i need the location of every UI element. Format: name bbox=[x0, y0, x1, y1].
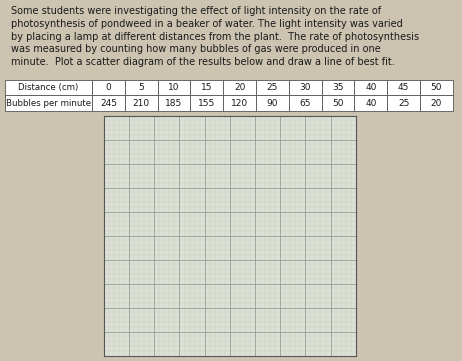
Text: 50: 50 bbox=[431, 83, 442, 92]
Bar bbox=[125, 80, 158, 96]
Bar bbox=[92, 80, 125, 96]
Text: 25: 25 bbox=[398, 99, 409, 108]
Text: 245: 245 bbox=[100, 99, 117, 108]
Text: 10: 10 bbox=[168, 83, 180, 92]
Text: 25: 25 bbox=[267, 83, 278, 92]
Bar bbox=[5, 96, 92, 111]
Text: 15: 15 bbox=[201, 83, 213, 92]
Text: 30: 30 bbox=[299, 83, 311, 92]
Bar bbox=[387, 80, 420, 96]
Text: 45: 45 bbox=[398, 83, 409, 92]
Bar bbox=[289, 80, 322, 96]
Text: 120: 120 bbox=[231, 99, 248, 108]
Bar bbox=[420, 96, 453, 111]
Bar bbox=[354, 80, 387, 96]
Bar bbox=[223, 96, 256, 111]
Text: 185: 185 bbox=[165, 99, 182, 108]
Text: 20: 20 bbox=[431, 99, 442, 108]
Bar bbox=[5, 80, 92, 96]
Bar bbox=[223, 80, 256, 96]
Bar bbox=[190, 80, 223, 96]
Text: 20: 20 bbox=[234, 83, 245, 92]
Text: 65: 65 bbox=[299, 99, 311, 108]
Bar bbox=[289, 96, 322, 111]
Bar bbox=[322, 96, 354, 111]
Bar bbox=[322, 80, 354, 96]
Text: 90: 90 bbox=[267, 99, 278, 108]
Bar bbox=[256, 96, 289, 111]
Bar bbox=[354, 96, 387, 111]
Bar bbox=[256, 80, 289, 96]
Text: 210: 210 bbox=[133, 99, 150, 108]
Text: 50: 50 bbox=[332, 99, 344, 108]
Bar bbox=[92, 96, 125, 111]
Text: Distance (cm): Distance (cm) bbox=[18, 83, 79, 92]
Bar bbox=[158, 96, 190, 111]
Bar bbox=[420, 80, 453, 96]
Text: 35: 35 bbox=[332, 83, 344, 92]
Text: 40: 40 bbox=[365, 99, 377, 108]
Text: 40: 40 bbox=[365, 83, 377, 92]
Text: Bubbles per minute: Bubbles per minute bbox=[6, 99, 91, 108]
Text: 5: 5 bbox=[138, 83, 144, 92]
Text: 155: 155 bbox=[198, 99, 215, 108]
Text: 0: 0 bbox=[105, 83, 111, 92]
Bar bbox=[387, 96, 420, 111]
Bar bbox=[190, 96, 223, 111]
Text: Some students were investigating the effect of light intensity on the rate of
ph: Some students were investigating the eff… bbox=[12, 6, 419, 67]
Bar bbox=[125, 96, 158, 111]
Bar bbox=[158, 80, 190, 96]
